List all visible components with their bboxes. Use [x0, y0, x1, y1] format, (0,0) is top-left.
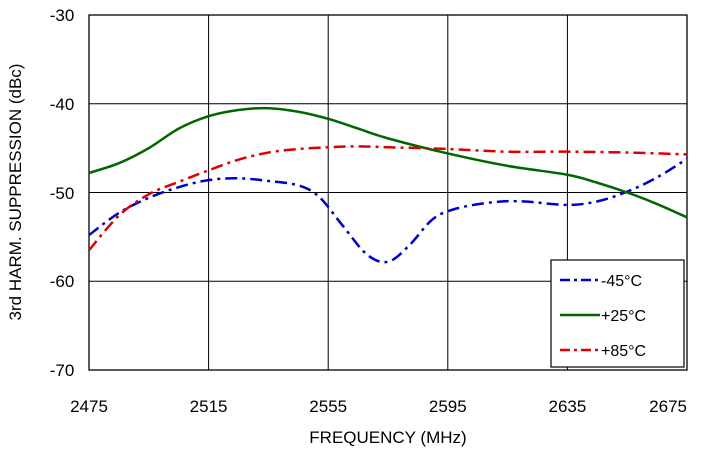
x-tick-label: 2515	[190, 397, 228, 416]
y-tick-label: -60	[50, 272, 75, 291]
y-tick-labels: -30 -40 -50 -60 -70	[50, 6, 75, 380]
x-tick-label: 2675	[649, 397, 687, 416]
series-line-minus45	[88, 157, 688, 264]
x-tick-label: 2475	[70, 397, 108, 416]
series-line-plus25	[88, 106, 688, 219]
x-tick-label: 2595	[429, 397, 467, 416]
series-layer	[88, 106, 688, 264]
x-tick-labels: 2475 2515 2555 2595 2635 2675	[70, 397, 687, 416]
y-tick-label: -50	[50, 184, 75, 203]
x-axis-title: FREQUENCY (MHz)	[309, 428, 466, 447]
legend-label-plus25: +25°C	[601, 308, 646, 325]
x-tick-label: 2555	[309, 397, 347, 416]
series-line-plus85	[88, 145, 688, 252]
legend-box	[550, 259, 685, 368]
y-tick-label: -70	[50, 361, 75, 380]
y-tick-label: -30	[50, 6, 75, 25]
plot-frame	[88, 14, 688, 371]
legend: -45°C +25°C +85°C	[550, 259, 685, 368]
y-tick-label: -40	[50, 95, 75, 114]
legend-label-minus45: -45°C	[601, 273, 642, 290]
x-tick-label: 2635	[548, 397, 586, 416]
y-axis-title: 3rd HARM. SUPPRESSION (dBc)	[6, 64, 25, 321]
legend-label-plus85: +85°C	[601, 343, 646, 360]
